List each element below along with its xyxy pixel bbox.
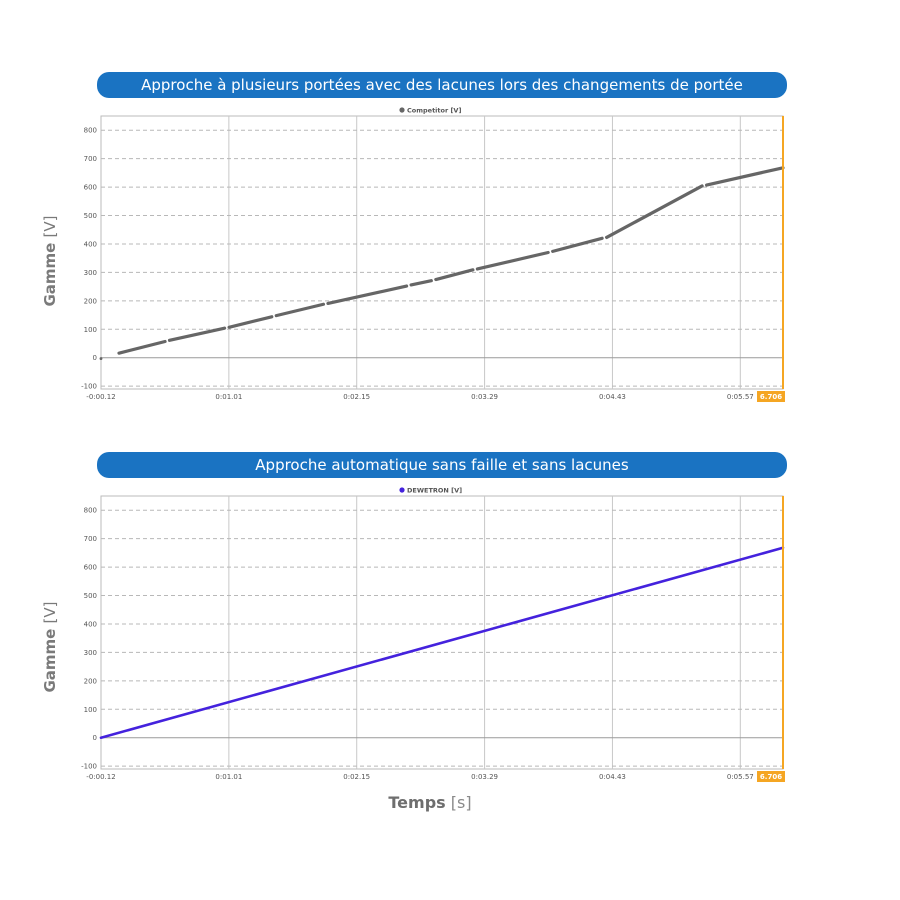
legend-label: Competitor [V] xyxy=(407,107,461,115)
series-line xyxy=(167,326,227,342)
y-tick-label: 200 xyxy=(84,297,97,305)
y-tick-label: 300 xyxy=(84,269,97,277)
series-line xyxy=(704,166,785,187)
series-line xyxy=(605,184,704,240)
series-line xyxy=(227,315,274,329)
y-tick-label: 600 xyxy=(84,564,97,572)
y-tick-label: 600 xyxy=(84,184,97,192)
y-tick-label: -100 xyxy=(81,763,97,771)
y-tick-label: 500 xyxy=(84,592,97,600)
y-tick-label: 400 xyxy=(84,620,97,628)
y-tick-label: 0 xyxy=(93,354,97,362)
y-tick-label: 200 xyxy=(84,677,97,685)
y-tick-label: 0 xyxy=(93,734,97,742)
cursor-label: 6.706 xyxy=(760,393,782,401)
x-tick-label: 0:02.15 xyxy=(343,393,370,401)
legend-marker xyxy=(399,107,405,113)
y-tick-label: 700 xyxy=(84,155,97,163)
x-tick-label: 0:05.57 xyxy=(727,393,754,401)
x-axis-label-text: Temps xyxy=(388,793,446,812)
y-tick-label: -100 xyxy=(81,383,97,391)
plot-area xyxy=(100,115,784,390)
x-tick-label: 0:05.57 xyxy=(727,773,754,781)
cursor-label: 6.706 xyxy=(760,773,782,781)
x-axis-label: Temps [s] xyxy=(330,793,530,812)
cursor-label-box xyxy=(757,771,785,782)
series-line xyxy=(409,279,433,287)
x-tick-label: 0:02.15 xyxy=(343,773,370,781)
chart-top: -0:00.12 0:01.01 0:02.15 0:03.29 0:04.43 0:05… xyxy=(81,107,785,402)
series-line xyxy=(326,284,409,306)
y-tick-label: 100 xyxy=(84,706,97,714)
y-tick-label: 800 xyxy=(84,507,97,515)
series-line xyxy=(475,250,550,271)
x-tick-label: 0:03.29 xyxy=(471,773,498,781)
x-tick-label: -0:00.12 xyxy=(86,393,115,401)
x-tick-label: 0:04.43 xyxy=(599,393,626,401)
chart-title-top: Approche à plusieurs portées avec des la… xyxy=(97,72,787,98)
y-tick-label: 700 xyxy=(84,535,97,543)
x-tick-label: 0:03.29 xyxy=(471,393,498,401)
series-line xyxy=(117,339,167,355)
x-tick-label: 0:01.01 xyxy=(215,393,242,401)
x-axis-label-unit: [s] xyxy=(450,793,472,812)
y-tick-label: 400 xyxy=(84,240,97,248)
series-point xyxy=(99,357,103,360)
y-tick-label: 100 xyxy=(84,326,97,334)
legend-marker xyxy=(399,487,405,493)
y-tick-label: 300 xyxy=(84,649,97,657)
series-line xyxy=(551,236,604,253)
series-line xyxy=(99,546,785,740)
x-tick-label: 0:01.01 xyxy=(215,773,242,781)
legend-label: DEWETRON [V] xyxy=(407,487,462,495)
y-tick-label: 800 xyxy=(84,127,97,135)
chart-title-bottom: Approche automatique sans faille et sans… xyxy=(97,452,787,478)
chart-bottom: -0:00.12 0:01.01 0:02.15 0:03.29 0:04.43 0:05… xyxy=(81,487,785,782)
y-tick-label: 500 xyxy=(84,212,97,220)
x-tick-label: 0:04.43 xyxy=(599,773,626,781)
plot-area xyxy=(100,495,784,770)
x-tick-label: -0:00.12 xyxy=(86,773,115,781)
series-line xyxy=(434,268,475,282)
cursor-label-box xyxy=(757,391,785,402)
series-line xyxy=(274,302,326,318)
